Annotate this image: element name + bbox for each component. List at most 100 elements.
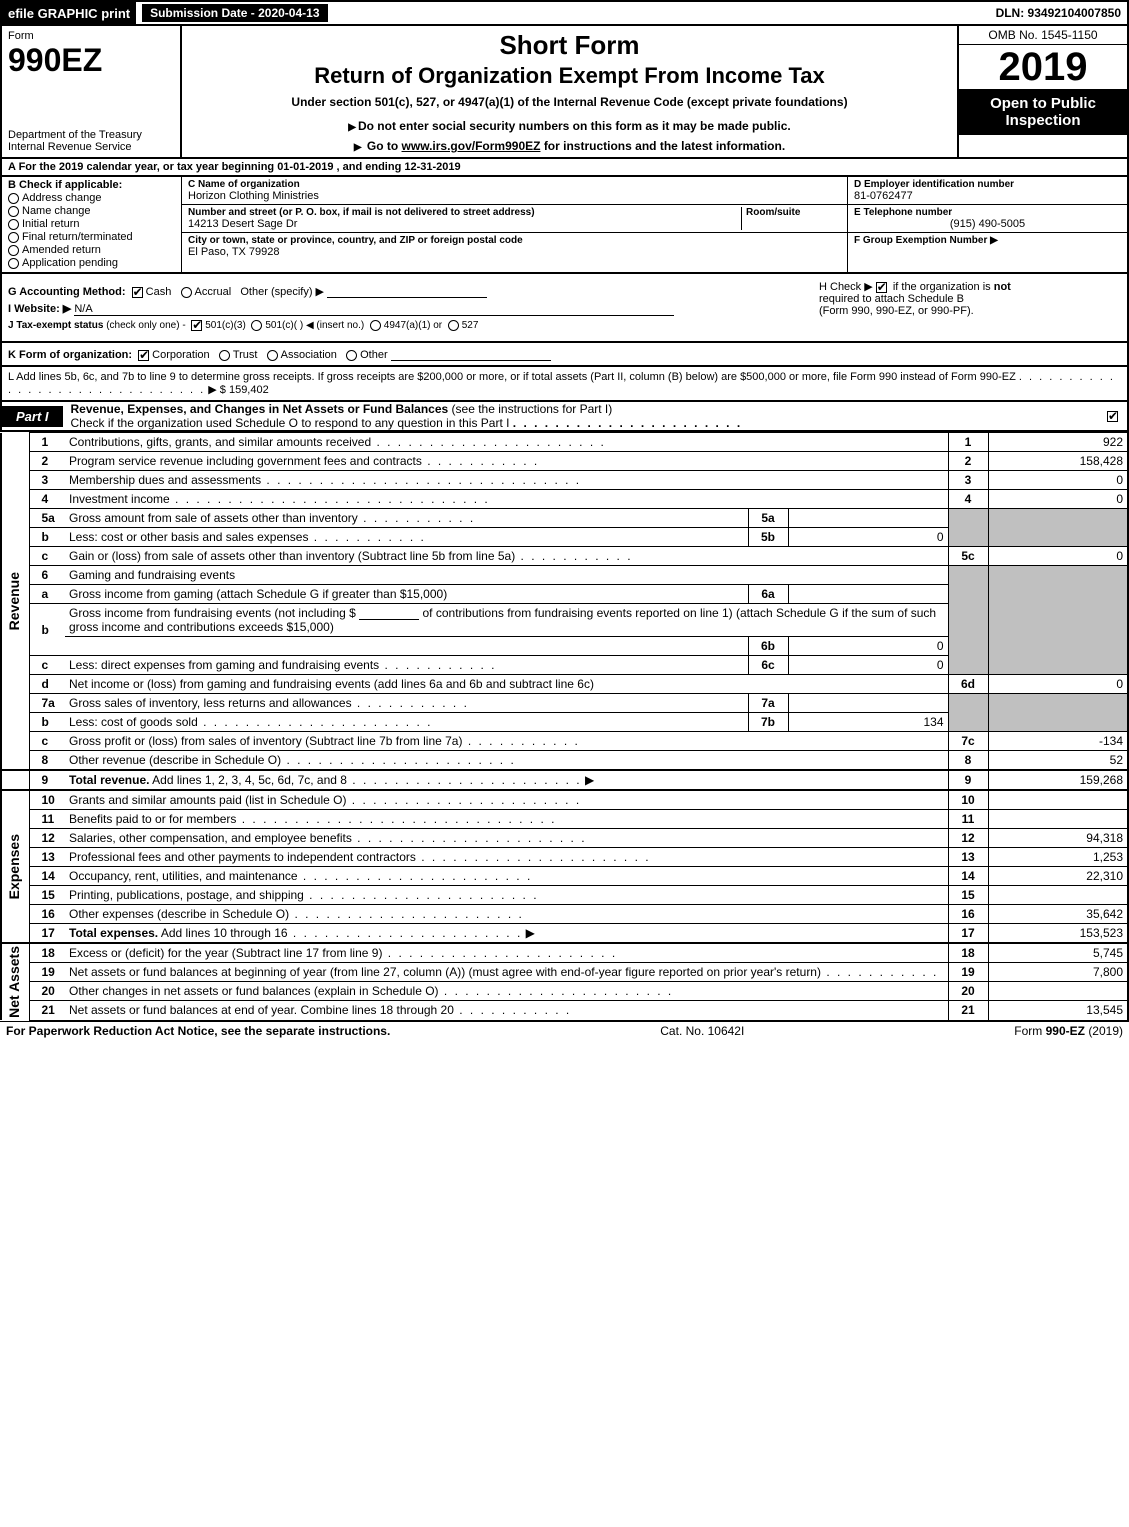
- h-text3: required to attach Schedule B: [819, 293, 964, 305]
- tax-year: 2019: [959, 45, 1127, 89]
- col-num: 4: [948, 490, 988, 509]
- j-line: J Tax-exempt status (check only one) - 5…: [8, 320, 1121, 331]
- cash-label: Cash: [146, 286, 172, 298]
- table-row: c Less: direct expenses from gaming and …: [1, 656, 1128, 675]
- table-row: 2 Program service revenue including gove…: [1, 452, 1128, 471]
- grey-cell: [948, 656, 988, 675]
- subbox-val: 0: [788, 528, 948, 547]
- col-val: 7,800: [988, 963, 1128, 982]
- j-4947-radio[interactable]: [370, 320, 381, 331]
- line-desc: Program service revenue including govern…: [65, 452, 948, 471]
- line-num: 10: [29, 790, 65, 810]
- line-desc: Gain or (loss) from sale of assets other…: [65, 547, 948, 566]
- h-not: not: [994, 281, 1011, 293]
- col-val: [988, 810, 1128, 829]
- table-row: a Gross income from gaming (attach Sched…: [1, 585, 1128, 604]
- final-return-radio[interactable]: [8, 232, 19, 243]
- print-link[interactable]: print: [101, 6, 130, 21]
- line-num: b: [29, 604, 65, 656]
- amended-radio[interactable]: [8, 245, 19, 256]
- line-desc: Less: direct expenses from gaming and fu…: [65, 656, 748, 675]
- info-block: B Check if applicable: Address change Na…: [0, 177, 1129, 274]
- table-row: 3 Membership dues and assessments 3 0: [1, 471, 1128, 490]
- header-mid: Short Form Return of Organization Exempt…: [182, 26, 957, 157]
- h-box: H Check ▶ if the organization is not req…: [819, 280, 1119, 317]
- check-if-label: B Check if applicable:: [8, 179, 175, 191]
- initial-return-radio[interactable]: [8, 219, 19, 230]
- col-num: 16: [948, 905, 988, 924]
- line-num: 13: [29, 848, 65, 867]
- j-527-radio[interactable]: [448, 320, 459, 331]
- table-row: d Net income or (loss) from gaming and f…: [1, 675, 1128, 694]
- part1-tab: Part I: [2, 406, 63, 427]
- line-num: c: [29, 547, 65, 566]
- table-row: 4 Investment income 4 0: [1, 490, 1128, 509]
- k-corp-checkbox[interactable]: [138, 350, 149, 361]
- pending-radio[interactable]: [8, 258, 19, 269]
- footer-left: For Paperwork Reduction Act Notice, see …: [6, 1024, 390, 1038]
- grey-cell: [988, 566, 1128, 585]
- table-row: b Less: cost or other basis and sales ex…: [1, 528, 1128, 547]
- dots-icon: [513, 416, 742, 430]
- line-desc: Printing, publications, postage, and shi…: [65, 886, 948, 905]
- col-val: 5,745: [988, 943, 1128, 963]
- g-h-i-block: G Accounting Method: Cash Accrual Other …: [0, 274, 1129, 343]
- table-row: 7a Gross sales of inventory, less return…: [1, 694, 1128, 713]
- col-val: 153,523: [988, 924, 1128, 944]
- line-num: 11: [29, 810, 65, 829]
- k-other: Other: [360, 349, 388, 361]
- line-num: c: [29, 656, 65, 675]
- revenue-side-label: Revenue: [6, 572, 22, 630]
- k-trust-radio[interactable]: [219, 350, 230, 361]
- name-change-radio[interactable]: [8, 206, 19, 217]
- page-footer: For Paperwork Reduction Act Notice, see …: [0, 1021, 1129, 1040]
- h-checkbox[interactable]: [876, 282, 887, 293]
- line-desc: Benefits paid to or for members: [65, 810, 948, 829]
- line-desc: Salaries, other compensation, and employ…: [65, 829, 948, 848]
- footer-right-post: (2019): [1088, 1024, 1123, 1038]
- table-row: 11 Benefits paid to or for members 11: [1, 810, 1128, 829]
- part1-check-line: Check if the organization used Schedule …: [71, 416, 510, 430]
- line-num: b: [29, 528, 65, 547]
- goto-line: Go to www.irs.gov/Form990EZ for instruct…: [188, 139, 951, 153]
- j-501c-radio[interactable]: [251, 320, 262, 331]
- j-501c3-checkbox[interactable]: [191, 320, 202, 331]
- col-num: 19: [948, 963, 988, 982]
- accrual-label: Accrual: [195, 286, 232, 298]
- j-527: 527: [462, 320, 479, 331]
- col-num: 9: [948, 770, 988, 790]
- table-row: 12 Salaries, other compensation, and emp…: [1, 829, 1128, 848]
- col-val: 159,268: [988, 770, 1128, 790]
- other-specify-line: [327, 284, 487, 298]
- l-text: L Add lines 5b, 6c, and 7b to line 9 to …: [8, 371, 1016, 383]
- line-desc: Investment income: [65, 490, 948, 509]
- phone-value: (915) 490-5005: [854, 218, 1121, 230]
- return-title: Return of Organization Exempt From Incom…: [188, 63, 951, 89]
- form-number: 990EZ: [8, 42, 174, 79]
- table-row: c Gross profit or (loss) from sales of i…: [1, 732, 1128, 751]
- subbox-val: 134: [788, 713, 948, 732]
- goto-link[interactable]: www.irs.gov/Form990EZ: [402, 139, 541, 153]
- subbox-val: 0: [788, 656, 948, 675]
- col-val: 13,545: [988, 1001, 1128, 1020]
- part1-title-text: Revenue, Expenses, and Changes in Net As…: [71, 402, 449, 416]
- part1-checkbox[interactable]: [1107, 411, 1118, 422]
- grey-cell: [988, 509, 1128, 528]
- topbar-spacer: [330, 2, 990, 24]
- line-desc: Gross amount from sale of assets other t…: [65, 509, 748, 528]
- do-not-enter-text: Do not enter social security numbers on …: [188, 119, 951, 133]
- omb-number: OMB No. 1545-1150: [959, 26, 1127, 45]
- grey-cell: [948, 604, 988, 637]
- line-num: 1: [29, 433, 65, 452]
- period-line-a: A For the 2019 calendar year, or tax yea…: [0, 159, 1129, 177]
- addr-change-radio[interactable]: [8, 193, 19, 204]
- subbox-val: [788, 694, 948, 713]
- line-desc: Gross income from gaming (attach Schedul…: [65, 585, 748, 604]
- subbox-label: 6b: [748, 637, 788, 656]
- k-other-radio[interactable]: [346, 350, 357, 361]
- ein-value: 81-0762477: [854, 190, 1121, 202]
- cash-checkbox[interactable]: [132, 287, 143, 298]
- line-num: 14: [29, 867, 65, 886]
- accrual-radio[interactable]: [181, 287, 192, 298]
- k-assoc-radio[interactable]: [267, 350, 278, 361]
